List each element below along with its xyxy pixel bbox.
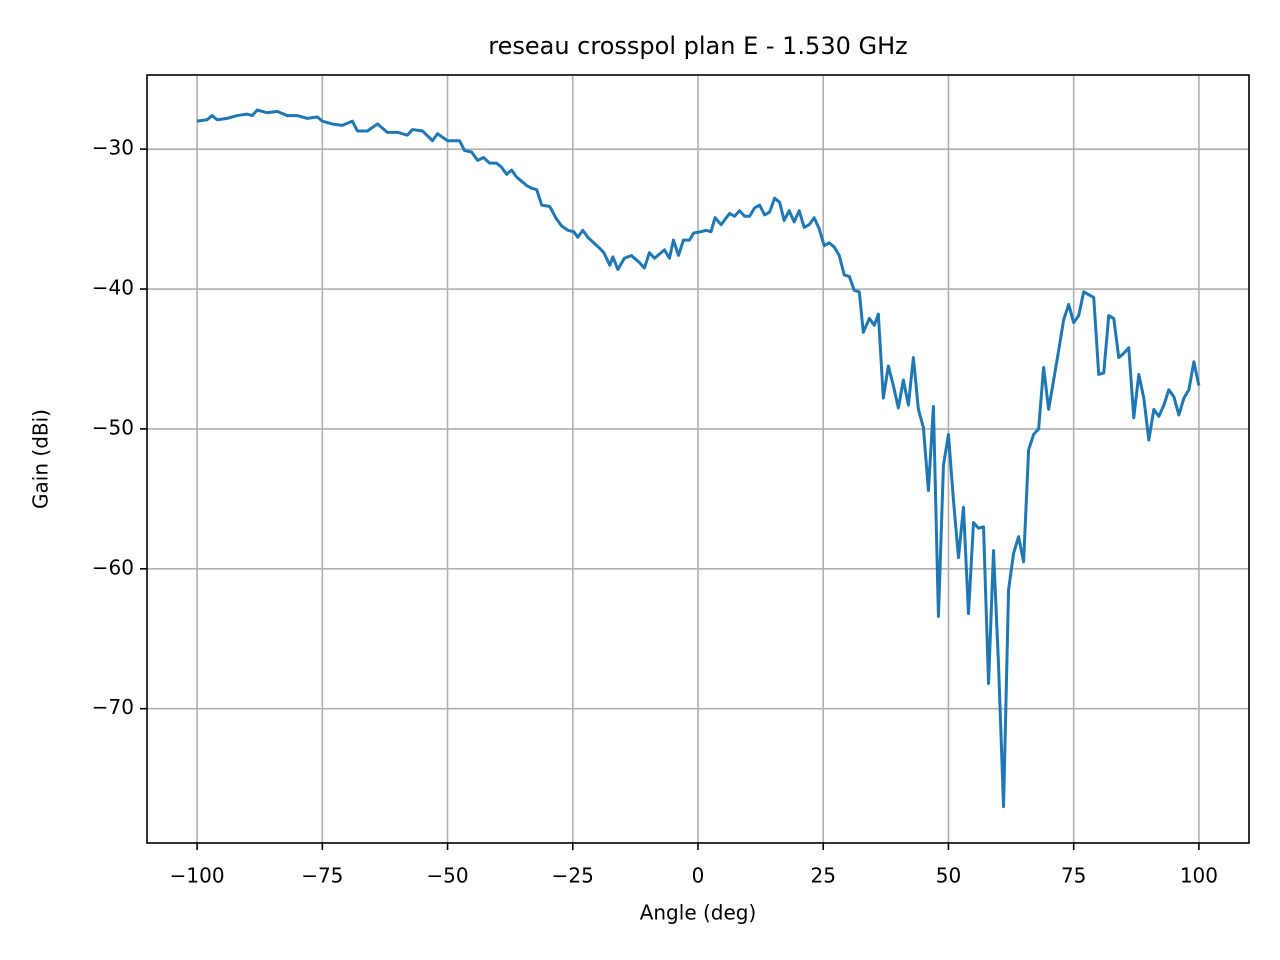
x-tick-label: −25 <box>552 864 594 888</box>
x-tick-label: 25 <box>811 864 836 888</box>
x-tick-label: 0 <box>692 864 705 888</box>
chart-title: reseau crosspol plan E - 1.530 GHz <box>488 32 907 60</box>
y-tick-label: −30 <box>92 136 134 160</box>
grid <box>147 75 1249 843</box>
plot-frame <box>146 74 1250 844</box>
axes: −100 −75 −50 −25 0 25 50 75 100 −70 −60 −50 −40 −30 <box>92 74 1250 888</box>
y-axis-label: Gain (dBi) <box>29 409 53 509</box>
x-tick-label: 50 <box>936 864 961 888</box>
x-tick-label: −100 <box>170 864 225 888</box>
y-tick-label: −40 <box>92 276 134 300</box>
x-tick-label: −50 <box>426 864 468 888</box>
data-line <box>196 108 1201 809</box>
x-tick-label: −75 <box>301 864 343 888</box>
y-tick-label: −70 <box>92 695 134 719</box>
plot-area <box>196 108 1201 809</box>
y-tick-label: −50 <box>92 415 134 439</box>
x-axis-label: Angle (deg) <box>640 901 757 925</box>
x-tick-label: 100 <box>1180 864 1218 888</box>
y-tick-label: −60 <box>92 555 134 579</box>
x-tick-label: 75 <box>1061 864 1086 888</box>
